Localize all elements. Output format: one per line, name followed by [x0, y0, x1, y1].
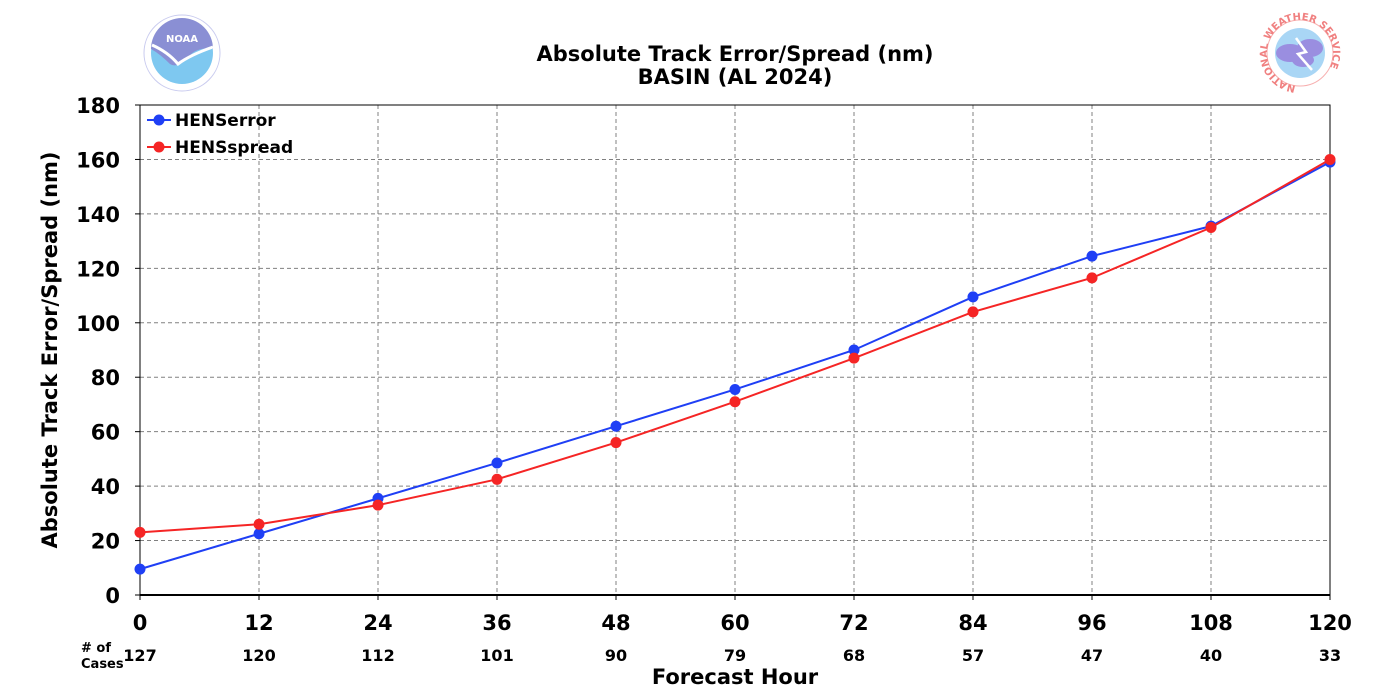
data-point-HENSspread: [967, 306, 979, 318]
x-tick-label: 120: [1308, 611, 1352, 635]
x-tick-label: 0: [133, 611, 148, 635]
data-point-HENSerror: [729, 383, 741, 395]
case-count-label: 68: [843, 646, 865, 665]
x-tick-label: 24: [363, 611, 392, 635]
x-tick-label: 96: [1077, 611, 1106, 635]
data-point-HENSspread: [491, 473, 503, 485]
noaa-logo: NOAA: [143, 14, 221, 92]
y-tick-label: 120: [76, 257, 120, 281]
cases-layer: 127 120 112 101 90 79 68 57 47 40 33: [123, 646, 1341, 665]
legend-marker: [153, 114, 165, 126]
case-count-label: 127: [123, 646, 156, 665]
data-point-HENSerror: [134, 563, 146, 575]
x-tick-label: 72: [839, 611, 868, 635]
data-point-HENSspread: [1205, 222, 1217, 233]
data-point-HENSspread: [729, 396, 741, 408]
y-tick-label: 0: [105, 584, 120, 608]
legend: HENSerror HENSspread: [147, 111, 293, 158]
noaa-logo-text: NOAA: [166, 34, 198, 45]
data-point-HENSspread: [1324, 153, 1336, 165]
data-point-HENSspread: [134, 526, 146, 538]
x-tick-label: 36: [482, 611, 511, 635]
series-layer: [134, 153, 1336, 575]
legend-label: HENSerror: [175, 111, 276, 131]
y-axis-label: Absolute Track Error/Spread (nm): [38, 151, 62, 548]
chart-subtitle: BASIN (AL 2024): [638, 65, 833, 89]
y-tick-label: 100: [76, 312, 120, 336]
data-point-HENSerror: [848, 344, 860, 356]
x-tick-label: 12: [244, 611, 273, 635]
x-tick-label: 108: [1189, 611, 1233, 635]
data-point-HENSerror: [491, 457, 503, 469]
case-count-label: 40: [1200, 646, 1222, 665]
case-count-label: 101: [480, 646, 513, 665]
data-point-HENSspread: [253, 518, 265, 530]
data-point-HENSspread: [610, 437, 622, 449]
ticks-layer: 0 20 40 60 80 100 120 140 160 180 0 12 24 36 48 60 72 84 9…: [76, 94, 1352, 635]
grid-layer: [140, 105, 1330, 595]
case-count-label: 79: [724, 646, 746, 665]
nws-logo: NATIONAL WEATHER SERVICE: [1259, 12, 1341, 94]
data-point-HENSerror: [610, 420, 622, 432]
x-tick-label: 48: [601, 611, 630, 635]
cases-label-line1: # of: [81, 641, 111, 656]
y-tick-label: 140: [76, 203, 120, 227]
x-axis-label: Forecast Hour: [652, 665, 819, 689]
legend-marker: [153, 141, 165, 153]
chart-title: Absolute Track Error/Spread (nm): [536, 42, 933, 66]
cases-label-line2: Cases: [81, 657, 124, 672]
x-tick-label: 60: [720, 611, 749, 635]
y-tick-label: 180: [76, 94, 120, 118]
y-tick-label: 160: [76, 148, 120, 172]
x-tick-label: 84: [958, 611, 987, 635]
data-point-HENSerror: [967, 291, 979, 303]
case-count-label: 112: [361, 646, 394, 665]
y-tick-label: 60: [91, 421, 120, 445]
y-tick-label: 40: [91, 475, 120, 499]
case-count-label: 90: [605, 646, 627, 665]
y-tick-label: 20: [91, 530, 120, 554]
data-point-HENSspread: [372, 499, 384, 511]
case-count-label: 33: [1319, 646, 1341, 665]
data-point-HENSerror: [1086, 250, 1098, 262]
case-count-label: 120: [242, 646, 275, 665]
data-point-HENSerror: [253, 528, 265, 540]
case-count-label: 47: [1081, 646, 1103, 665]
legend-label: HENSspread: [175, 138, 293, 158]
data-point-HENSspread: [1086, 272, 1098, 284]
case-count-label: 57: [962, 646, 984, 665]
data-point-HENSspread: [848, 352, 860, 364]
y-tick-label: 80: [91, 366, 120, 390]
